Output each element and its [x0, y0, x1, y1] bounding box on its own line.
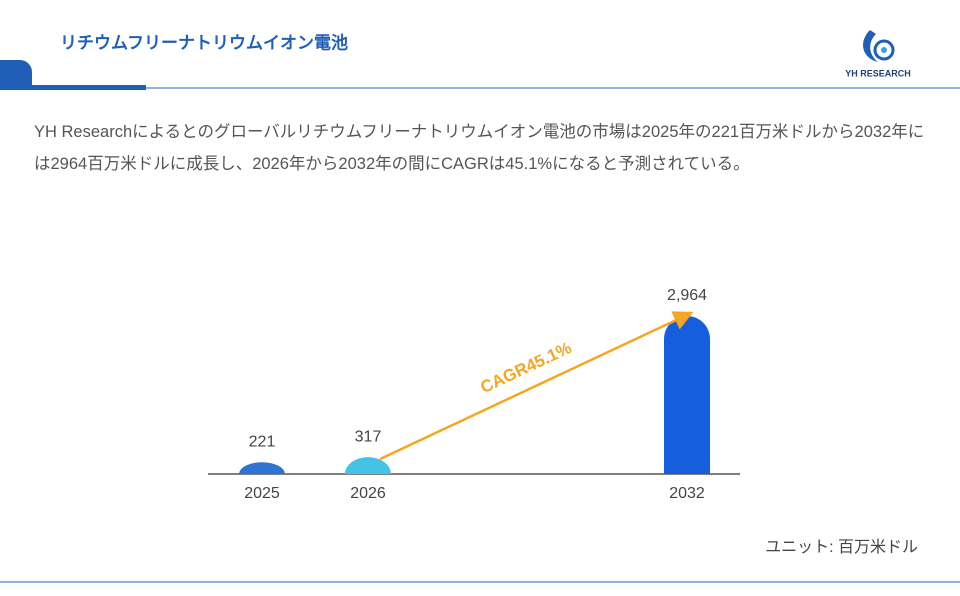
cagr-arrow: [379, 311, 694, 461]
value-label: 221: [249, 433, 276, 450]
bar: [345, 457, 391, 474]
header-tab: [0, 60, 32, 88]
header-title: リチウムフリーナトリウムイオン電池: [60, 32, 348, 52]
x-tick-label: 2026: [350, 485, 386, 502]
unit-label: ユニット: 百万米ドル: [765, 538, 918, 556]
header-accent: [0, 85, 146, 90]
bar: [239, 462, 285, 474]
description: YH Researchによるとのグローバルリチウムフリーナトリウムイオン電池の市…: [34, 123, 925, 173]
logo-text: YH RESEARCH: [845, 68, 911, 78]
x-tick-label: 2032: [669, 485, 705, 502]
logo-icon: [863, 30, 895, 62]
cagr-label: CAGR45.1%: [478, 338, 575, 397]
bar: [664, 316, 710, 474]
value-label: 2,964: [667, 287, 707, 304]
x-tick-label: 2025: [244, 485, 280, 502]
value-label: 317: [355, 428, 382, 445]
